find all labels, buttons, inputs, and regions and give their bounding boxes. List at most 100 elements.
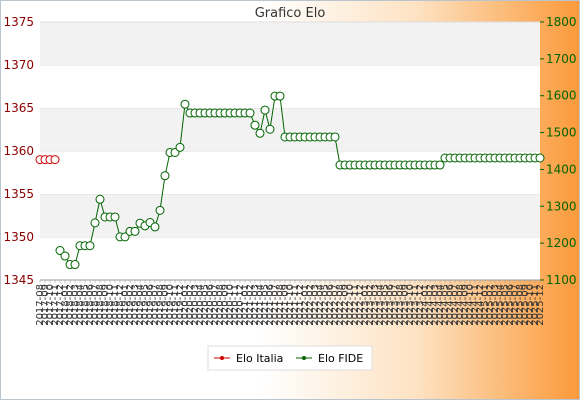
data-point-elo-fide [55,246,65,256]
data-point-elo-fide [245,108,255,118]
x-tick-label: 2025-12 [535,284,546,326]
x-tick-label: 2024-02 [425,284,436,326]
x-tick-label: 2022-01 [300,284,311,326]
x-tick-label: 2019-11 [170,284,181,326]
x-tick-label: 2020-09 [220,284,231,326]
legend-box [207,345,373,371]
y-left-tick-label: 1370 [3,58,34,72]
x-tick-label: 2020-03 [190,284,201,326]
x-tick-label: 2020-02 [185,284,196,326]
x-tick-label: 2020-04 [195,284,206,326]
chart-title: Grafico Elo [255,6,326,21]
x-tick-label: 2018-06 [85,284,96,326]
legend-item-elo-italia[interactable]: Elo Italia [214,352,283,365]
x-tick-label: 2024-05 [440,284,451,326]
x-tick-label: 2022-11 [350,284,361,326]
data-point-elo-fide [90,218,100,228]
plot-band [40,108,540,151]
x-tick-label: 2023-04 [375,284,386,326]
y-right-tick-label: 1300 [546,199,577,213]
y-left-tick-label: 1360 [3,144,34,158]
y-right-tick-label: 1500 [546,126,577,140]
data-point-elo-fide [535,153,545,163]
y-right-tick-label: 1600 [546,89,577,103]
x-tick-label: 2020-06 [205,284,216,326]
x-tick-label: 2018-12 [115,284,126,326]
legend-label-elo-italia: Elo Italia [236,352,283,365]
y-left-tick-label: 1345 [3,273,34,287]
x-tick-label: 2023-08 [395,284,406,326]
x-tick-label: 2024-03 [430,284,441,326]
x-tick-label: 2022-02 [305,284,316,326]
x-tick-label: 2022-05 [320,284,331,326]
legend-marker-elo-fide [302,356,306,360]
x-tick-label: 2021-04 [255,284,266,326]
data-point-elo-fide [150,222,160,232]
x-tick-label: 2019-12 [175,284,186,326]
legend-item-elo-fide[interactable]: Elo FIDE [296,352,363,365]
x-tick-label: 2020-05 [200,284,211,326]
data-point-elo-fide [330,132,340,142]
x-tick-label: 2023-01 [360,284,371,326]
x-tick-label: 2022-06 [325,284,336,326]
x-tick-label: 2017-08 [35,284,46,326]
legend-marker-elo-italia [220,356,224,360]
x-tick-label: 2019-02 [125,284,136,326]
x-tick-label: 2018-09 [100,284,111,326]
x-tick-label: 2017-12 [55,284,66,326]
data-point-elo-fide [120,232,130,242]
data-point-elo-fide [175,142,185,152]
x-tick-label: 2021-09 [280,284,291,326]
plot-band [40,22,540,65]
x-tick-label: 2023-06 [385,284,396,326]
plot-band [40,194,540,237]
x-tick-label: 2019-08 [155,284,166,326]
x-tick-label: 2018-03 [70,284,81,326]
x-tick-label: 2023-05 [380,284,391,326]
x-tick-label: 2020-08 [215,284,226,326]
x-tick-label: 2018-10 [105,284,116,326]
data-point-elo-fide [70,260,80,270]
y-right-tick-label: 1800 [546,15,577,29]
x-tick-label: 2025-09 [520,284,531,326]
x-tick-label: 2024-12 [475,284,486,326]
legend-label-elo-fide: Elo FIDE [318,352,363,365]
x-tick-label: 2023-09 [400,284,411,326]
x-tick-label: 2025-11 [530,284,541,326]
x-tick-label: 2017-11 [50,284,61,326]
x-tick-label: 2025-10 [525,284,536,326]
x-tick-label: 2025-03 [490,284,501,326]
x-tick-label: 2021-02 [245,284,256,326]
data-point-elo-fide [260,105,270,115]
x-tick-label: 2024-10 [465,284,476,326]
x-tick-label: 2018-05 [80,284,91,326]
x-tick-label: 2023-07 [390,284,401,326]
x-tick-label: 2017-10 [45,284,56,326]
x-tick-label: 2025-01 [480,284,491,326]
x-tick-label: 2025-02 [485,284,496,326]
y-right-tick-label: 1200 [546,236,577,250]
x-tick-label: 2021-06 [265,284,276,326]
data-point-elo-fide [110,212,120,222]
y-left-tick-label: 1350 [3,230,34,244]
data-point-elo-fide [60,251,70,261]
x-tick-label: 2020-07 [210,284,221,326]
x-tick-label: 2025-07 [510,284,521,326]
x-tick-label: 2022-09 [340,284,351,326]
data-point-elo-fide [265,124,275,134]
x-tick-label: 2019-07 [150,284,161,326]
x-tick-label: 2021-12 [295,284,306,326]
x-tick-label: 2019-06 [145,284,156,326]
x-tick-label: 2020-01 [180,284,191,326]
data-point-elo-fide [250,120,260,130]
x-tick-label: 2025-05 [500,284,511,326]
x-tick-label: 2021-11 [290,284,301,326]
y-left-tick-label: 1355 [3,187,34,201]
x-tick-label: 2019-05 [140,284,151,326]
x-tick-label: 2023-03 [370,284,381,326]
y-right-tick-label: 1100 [546,273,577,287]
y-axis-right: 1100 1200 1300 1400 1500 1600 1700 1800 [540,15,577,287]
data-point-elo-fide [130,226,140,236]
x-tick-label: 2018-08 [95,284,106,326]
x-tick-label: 2022-12 [355,284,366,326]
